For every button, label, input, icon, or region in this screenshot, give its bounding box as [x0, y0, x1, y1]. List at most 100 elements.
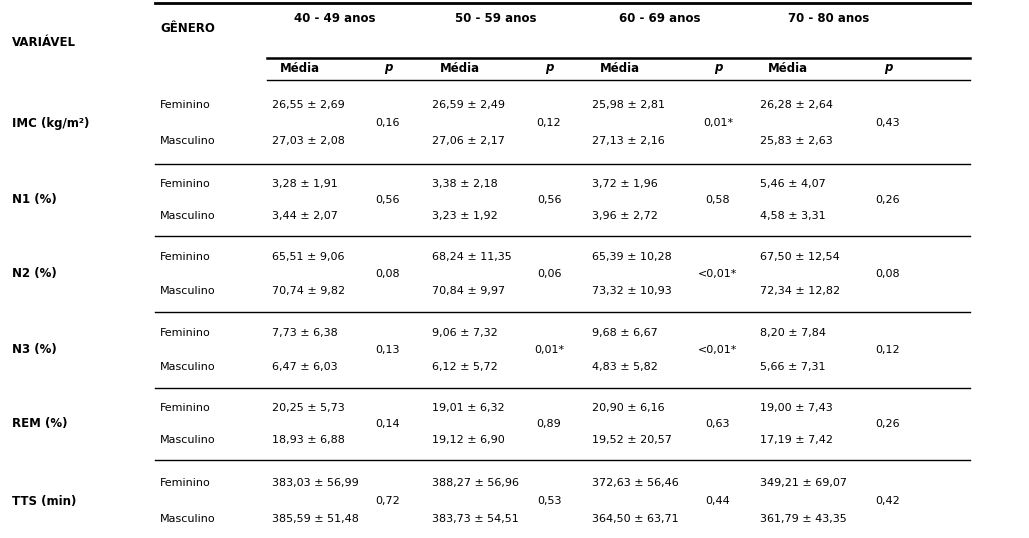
Text: 18,93 ± 6,88: 18,93 ± 6,88	[272, 435, 345, 445]
Text: 385,59 ± 51,48: 385,59 ± 51,48	[272, 514, 359, 524]
Text: 9,06 ± 7,32: 9,06 ± 7,32	[432, 328, 498, 338]
Text: 7,73 ± 6,38: 7,73 ± 6,38	[272, 328, 338, 338]
Text: 0,06: 0,06	[537, 269, 561, 279]
Text: p: p	[544, 61, 554, 74]
Text: 17,19 ± 7,42: 17,19 ± 7,42	[760, 435, 833, 445]
Text: 4,83 ± 5,82: 4,83 ± 5,82	[592, 362, 658, 372]
Text: 3,38 ± 2,18: 3,38 ± 2,18	[432, 179, 498, 189]
Text: 65,39 ± 10,28: 65,39 ± 10,28	[592, 252, 672, 263]
Text: Masculino: Masculino	[159, 136, 216, 146]
Text: p: p	[884, 61, 892, 74]
Text: 27,06 ± 2,17: 27,06 ± 2,17	[432, 136, 505, 146]
Text: Média: Média	[440, 61, 481, 74]
Text: p: p	[384, 61, 392, 74]
Text: 0,56: 0,56	[537, 195, 561, 205]
Text: 0,42: 0,42	[876, 496, 900, 506]
Text: N3 (%): N3 (%)	[12, 343, 57, 357]
Text: 70,74 ± 9,82: 70,74 ± 9,82	[272, 286, 345, 296]
Text: 0,56: 0,56	[376, 195, 400, 205]
Text: Masculino: Masculino	[159, 211, 216, 221]
Text: 26,55 ± 2,69: 26,55 ± 2,69	[272, 100, 345, 110]
Text: p: p	[714, 61, 722, 74]
Text: 349,21 ± 69,07: 349,21 ± 69,07	[760, 478, 847, 488]
Text: 4,58 ± 3,31: 4,58 ± 3,31	[760, 211, 825, 221]
Text: 19,01 ± 6,32: 19,01 ± 6,32	[432, 403, 504, 413]
Text: 5,66 ± 7,31: 5,66 ± 7,31	[760, 362, 825, 372]
Text: 9,68 ± 6,67: 9,68 ± 6,67	[592, 328, 658, 338]
Text: 0,43: 0,43	[876, 118, 900, 128]
Text: <0,01*: <0,01*	[699, 269, 738, 279]
Text: Média: Média	[280, 61, 320, 74]
Text: GÊNERO: GÊNERO	[159, 22, 215, 34]
Text: 0,44: 0,44	[706, 496, 731, 506]
Text: 0,26: 0,26	[876, 195, 900, 205]
Text: 3,72 ± 1,96: 3,72 ± 1,96	[592, 179, 658, 189]
Text: VARIÁVEL: VARIÁVEL	[12, 36, 76, 48]
Text: <0,01*: <0,01*	[699, 345, 738, 355]
Text: Feminino: Feminino	[159, 478, 211, 488]
Text: 0,01*: 0,01*	[534, 345, 564, 355]
Text: 8,20 ± 7,84: 8,20 ± 7,84	[760, 328, 826, 338]
Text: 6,12 ± 5,72: 6,12 ± 5,72	[432, 362, 498, 372]
Text: 26,28 ± 2,64: 26,28 ± 2,64	[760, 100, 833, 110]
Text: 73,32 ± 10,93: 73,32 ± 10,93	[592, 286, 672, 296]
Text: 20,90 ± 6,16: 20,90 ± 6,16	[592, 403, 665, 413]
Text: TTS (min): TTS (min)	[12, 494, 76, 507]
Text: Masculino: Masculino	[159, 286, 216, 296]
Text: 3,23 ± 1,92: 3,23 ± 1,92	[432, 211, 498, 221]
Text: 0,53: 0,53	[537, 496, 561, 506]
Text: 5,46 ± 4,07: 5,46 ± 4,07	[760, 179, 825, 189]
Text: 0,89: 0,89	[537, 419, 562, 429]
Text: 0,14: 0,14	[376, 419, 400, 429]
Text: 0,72: 0,72	[376, 496, 400, 506]
Text: 70 - 80 anos: 70 - 80 anos	[788, 11, 870, 25]
Text: Média: Média	[768, 61, 808, 74]
Text: 27,13 ± 2,16: 27,13 ± 2,16	[592, 136, 665, 146]
Text: 26,59 ± 2,49: 26,59 ± 2,49	[432, 100, 505, 110]
Text: 19,12 ± 6,90: 19,12 ± 6,90	[432, 435, 505, 445]
Text: 70,84 ± 9,97: 70,84 ± 9,97	[432, 286, 505, 296]
Text: 67,50 ± 12,54: 67,50 ± 12,54	[760, 252, 840, 263]
Text: Masculino: Masculino	[159, 362, 216, 372]
Text: 3,96 ± 2,72: 3,96 ± 2,72	[592, 211, 658, 221]
Text: 0,63: 0,63	[706, 419, 731, 429]
Text: 68,24 ± 11,35: 68,24 ± 11,35	[432, 252, 511, 263]
Text: 25,98 ± 2,81: 25,98 ± 2,81	[592, 100, 665, 110]
Text: 0,12: 0,12	[876, 345, 900, 355]
Text: IMC (kg/m²): IMC (kg/m²)	[12, 117, 90, 130]
Text: 3,28 ± 1,91: 3,28 ± 1,91	[272, 179, 338, 189]
Text: 19,00 ± 7,43: 19,00 ± 7,43	[760, 403, 832, 413]
Text: 364,50 ± 63,71: 364,50 ± 63,71	[592, 514, 678, 524]
Text: 372,63 ± 56,46: 372,63 ± 56,46	[592, 478, 679, 488]
Text: Feminino: Feminino	[159, 100, 211, 110]
Text: 383,03 ± 56,99: 383,03 ± 56,99	[272, 478, 359, 488]
Text: 6,47 ± 6,03: 6,47 ± 6,03	[272, 362, 338, 372]
Text: 50 - 59 anos: 50 - 59 anos	[455, 11, 536, 25]
Text: N1 (%): N1 (%)	[12, 194, 57, 207]
Text: 19,52 ± 20,57: 19,52 ± 20,57	[592, 435, 672, 445]
Text: 0,26: 0,26	[876, 419, 900, 429]
Text: Masculino: Masculino	[159, 435, 216, 445]
Text: Masculino: Masculino	[159, 514, 216, 524]
Text: 20,25 ± 5,73: 20,25 ± 5,73	[272, 403, 345, 413]
Text: 0,58: 0,58	[706, 195, 731, 205]
Text: 0,13: 0,13	[376, 345, 400, 355]
Text: Média: Média	[600, 61, 640, 74]
Text: 3,44 ± 2,07: 3,44 ± 2,07	[272, 211, 338, 221]
Text: 0,01*: 0,01*	[703, 118, 733, 128]
Text: 72,34 ± 12,82: 72,34 ± 12,82	[760, 286, 840, 296]
Text: Feminino: Feminino	[159, 403, 211, 413]
Text: 0,12: 0,12	[537, 118, 561, 128]
Text: 60 - 69 anos: 60 - 69 anos	[619, 11, 701, 25]
Text: Feminino: Feminino	[159, 179, 211, 189]
Text: 361,79 ± 43,35: 361,79 ± 43,35	[760, 514, 847, 524]
Text: 25,83 ± 2,63: 25,83 ± 2,63	[760, 136, 832, 146]
Text: 383,73 ± 54,51: 383,73 ± 54,51	[432, 514, 519, 524]
Text: 0,08: 0,08	[876, 269, 900, 279]
Text: 40 - 49 anos: 40 - 49 anos	[294, 11, 376, 25]
Text: 27,03 ± 2,08: 27,03 ± 2,08	[272, 136, 345, 146]
Text: N2 (%): N2 (%)	[12, 267, 57, 280]
Text: 0,08: 0,08	[376, 269, 400, 279]
Text: 0,16: 0,16	[376, 118, 400, 128]
Text: 65,51 ± 9,06: 65,51 ± 9,06	[272, 252, 345, 263]
